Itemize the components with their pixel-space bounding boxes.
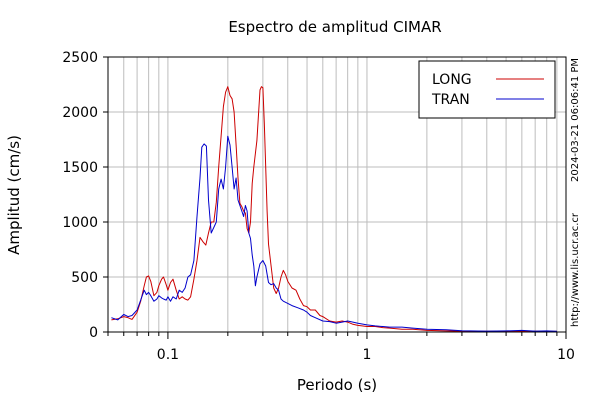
source-url-label: http://www.lis.ucr.ac.cr [570,212,581,327]
x-axis-label: Periodo (s) [297,376,377,394]
legend-items: LONG TRAN [431,72,544,108]
y-tick-label: 2500 [62,50,98,66]
timestamp-label: 2024-03-21 06:06:41 PM [570,58,581,182]
legend: LONG TRAN [418,60,556,119]
x-tick-label: 1 [362,347,371,363]
x-tick-labels: 0.1 1 10 [157,347,575,363]
chart-title: Espectro de amplitud CIMAR [228,18,441,36]
y-tick-label: 2000 [62,105,98,121]
legend-label-long: LONG [432,72,472,88]
series-line-long [111,86,557,332]
y-tick-labels: 0 500 1000 1500 2000 2500 [62,50,98,341]
plot-frame [107,56,567,333]
y-tick-label: 1500 [62,160,98,176]
y-tick-label: 500 [71,270,98,286]
legend-box [418,60,556,119]
x-tick-label: 10 [557,347,575,363]
series-line-tran [111,135,557,332]
legend-label-tran: TRAN [431,92,470,108]
y-tick-label: 0 [89,325,98,341]
x-tick-label: 0.1 [157,347,179,363]
y-axis-label: Amplitud (cm/s) [5,135,23,255]
series-layer [111,86,557,332]
y-tick-label: 1000 [62,215,98,231]
axis-ticks [103,56,567,339]
